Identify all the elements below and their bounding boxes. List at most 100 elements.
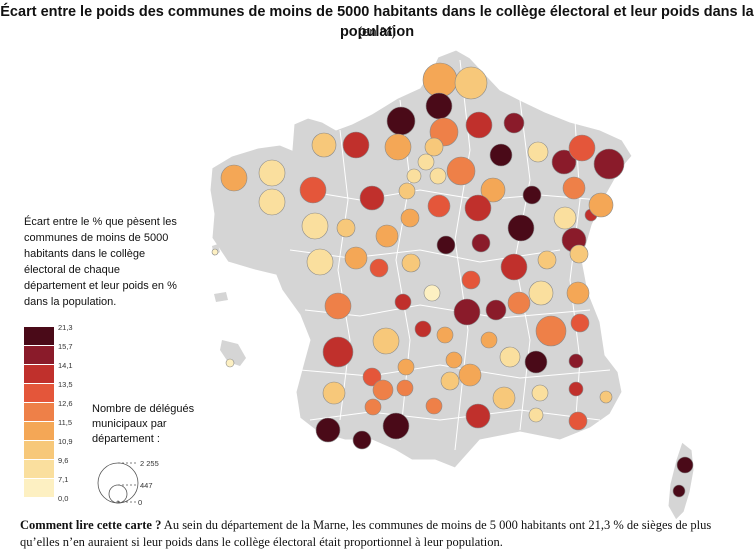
size-legend-value-medium: 447 bbox=[140, 481, 153, 490]
map-subtitle: (en %) bbox=[357, 24, 397, 39]
department-circle bbox=[527, 141, 549, 163]
department-circle bbox=[445, 351, 463, 369]
size-legend-value-large: 2 255 bbox=[140, 459, 159, 468]
legend-tick: 7,1 bbox=[58, 475, 69, 484]
department-circle bbox=[461, 270, 481, 290]
department-circle bbox=[359, 185, 385, 211]
department-circle bbox=[551, 149, 577, 175]
department-circle bbox=[453, 298, 481, 326]
department-circle bbox=[499, 346, 521, 368]
department-circle bbox=[315, 417, 341, 443]
department-circle bbox=[372, 379, 394, 401]
department-circle bbox=[471, 233, 491, 253]
department-circle bbox=[492, 386, 516, 410]
department-circle bbox=[220, 164, 248, 192]
department-circle bbox=[570, 313, 590, 333]
department-circle bbox=[372, 327, 400, 355]
department-circle bbox=[406, 168, 422, 184]
island-west-2 bbox=[214, 292, 228, 302]
department-circle bbox=[306, 248, 334, 276]
size-circle-medium bbox=[108, 484, 128, 504]
department-circle bbox=[414, 320, 432, 338]
legend-swatch bbox=[24, 479, 54, 497]
department-circle bbox=[588, 192, 614, 218]
department-circle bbox=[454, 66, 488, 100]
department-circle bbox=[364, 398, 382, 416]
department-circle bbox=[322, 381, 346, 405]
department-circle bbox=[384, 133, 412, 161]
department-circle bbox=[568, 381, 584, 397]
size-legend-circles bbox=[97, 462, 139, 504]
department-circle bbox=[382, 412, 410, 440]
legend-swatch bbox=[24, 422, 54, 440]
department-circle bbox=[386, 106, 416, 136]
department-circle bbox=[465, 111, 493, 139]
department-circle bbox=[464, 194, 492, 222]
department-circle bbox=[599, 390, 613, 404]
department-circle bbox=[311, 132, 337, 158]
department-circle bbox=[425, 92, 453, 120]
department-circle bbox=[507, 291, 531, 315]
department-circle bbox=[528, 280, 554, 306]
department-circle bbox=[396, 379, 414, 397]
legend-swatch bbox=[24, 384, 54, 402]
department-circles bbox=[211, 62, 694, 498]
legend-tick: 15,7 bbox=[58, 342, 73, 351]
department-circle bbox=[535, 315, 567, 347]
legend-tick: 9,6 bbox=[58, 456, 69, 465]
legend-swatch bbox=[24, 346, 54, 364]
legend-tick: 13,5 bbox=[58, 380, 73, 389]
department-circle bbox=[562, 176, 586, 200]
department-circle bbox=[322, 336, 354, 368]
legend-tick: 11,5 bbox=[58, 418, 73, 427]
legend-swatch bbox=[24, 327, 54, 345]
department-circle bbox=[417, 153, 435, 171]
department-circle bbox=[531, 384, 549, 402]
department-circle bbox=[225, 358, 235, 368]
department-circle bbox=[480, 177, 506, 203]
legend-tick: 10,9 bbox=[58, 437, 73, 446]
department-circle bbox=[569, 244, 589, 264]
department-circle bbox=[458, 363, 482, 387]
department-circle bbox=[427, 194, 451, 218]
reading-note-question: Comment lire cette carte ? bbox=[20, 518, 162, 532]
department-circle bbox=[394, 293, 412, 311]
department-circle bbox=[503, 112, 525, 134]
department-circle bbox=[352, 430, 372, 450]
department-circle bbox=[375, 224, 399, 248]
department-circle bbox=[485, 299, 507, 321]
department-circle bbox=[299, 176, 327, 204]
department-circle bbox=[440, 371, 460, 391]
department-circle bbox=[344, 246, 368, 270]
department-circle bbox=[436, 326, 454, 344]
island-west-3 bbox=[220, 340, 246, 366]
department-circle bbox=[537, 250, 557, 270]
department-circle bbox=[553, 206, 577, 230]
department-circle bbox=[211, 248, 219, 256]
department-circle bbox=[401, 253, 421, 273]
department-circle bbox=[436, 235, 456, 255]
size-circle-large bbox=[97, 462, 139, 504]
map-title: Écart entre le poids des communes de moi… bbox=[0, 4, 754, 40]
department-circle bbox=[324, 292, 352, 320]
legend-swatch bbox=[24, 403, 54, 421]
department-circle bbox=[258, 188, 286, 216]
size-legend-value-small: 0 bbox=[138, 498, 143, 507]
department-circle bbox=[336, 218, 356, 238]
department-circle bbox=[465, 403, 491, 429]
department-circle bbox=[397, 358, 415, 376]
legend-swatch bbox=[24, 460, 54, 478]
legend-swatch bbox=[24, 441, 54, 459]
reading-note: Comment lire cette carte ? Au sein du dé… bbox=[20, 517, 740, 551]
department-circle bbox=[524, 350, 548, 374]
department-circle bbox=[301, 212, 329, 240]
department-circle bbox=[522, 185, 542, 205]
department-circle bbox=[258, 159, 286, 187]
department-circle bbox=[446, 156, 476, 186]
legend-tick: 14,1 bbox=[58, 361, 73, 370]
department-circle bbox=[429, 167, 447, 185]
department-circle bbox=[568, 411, 588, 431]
department-circle bbox=[362, 367, 382, 387]
department-circle bbox=[422, 62, 458, 98]
legend-tick: 0,0 bbox=[58, 494, 69, 503]
